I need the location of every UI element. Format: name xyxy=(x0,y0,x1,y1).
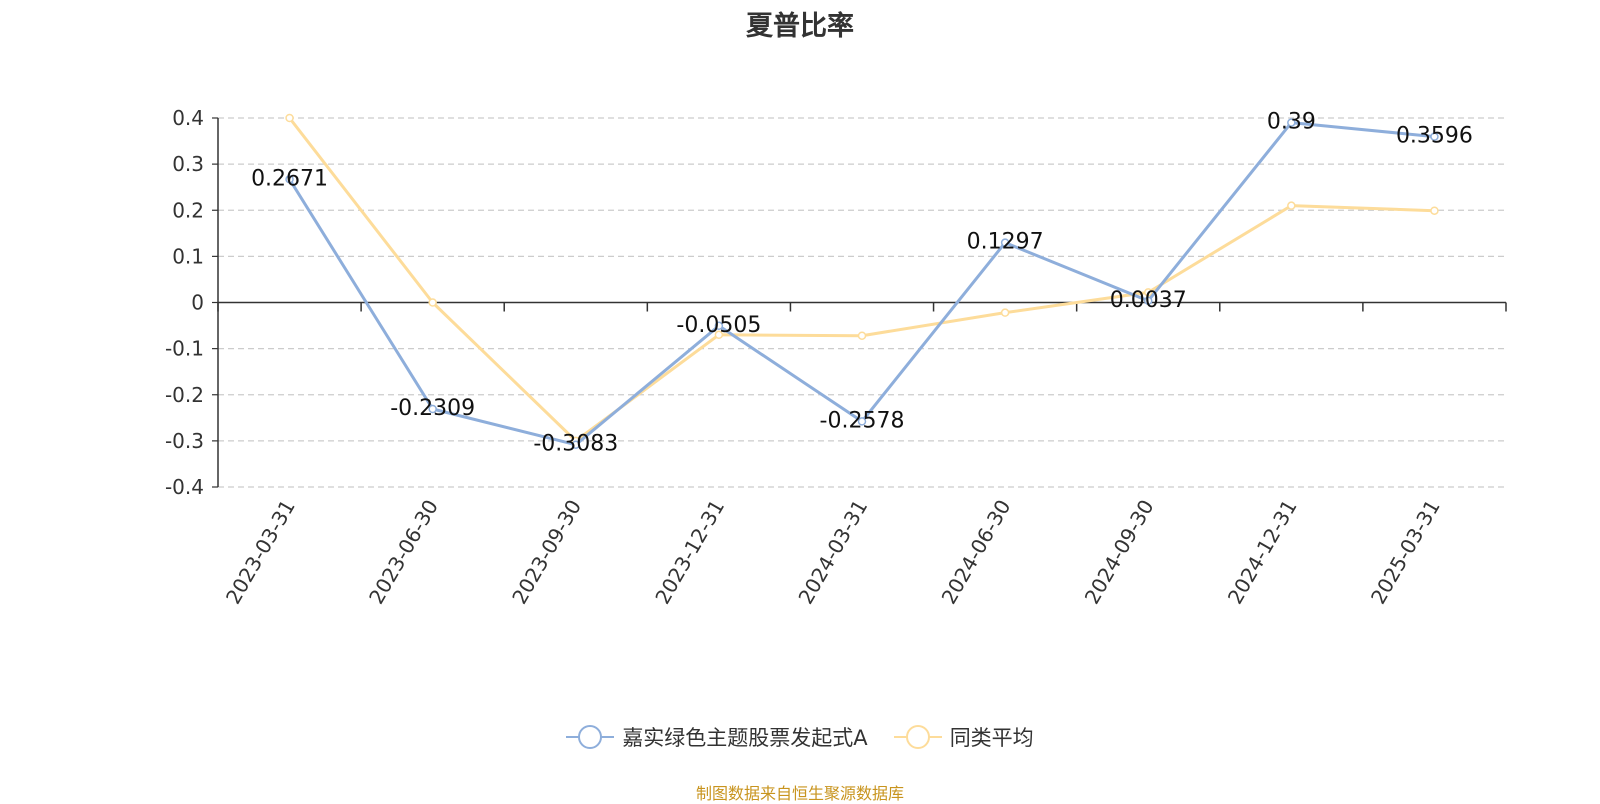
y-tick-label: 0.3 xyxy=(172,152,204,176)
data-point-fund xyxy=(1143,296,1153,306)
data-point-peer-average xyxy=(1430,206,1439,215)
data-point-fund xyxy=(857,417,867,426)
data-point-peer-average xyxy=(1287,201,1296,210)
x-tick-label: 2025-03-31 xyxy=(1366,496,1445,609)
data-label: 0.1297 xyxy=(967,230,1044,255)
legend-label-fund: 嘉实绿色主题股票发起式A xyxy=(622,726,868,750)
legend: 嘉实绿色主题股票发起式A 同类平均 xyxy=(0,722,1600,752)
y-tick-label: -0.1 xyxy=(165,337,204,361)
data-point-fund xyxy=(285,175,294,184)
axes: 0.4 0.3 0.2 0.1 0 -0.1 -0.2 -0.3 -0.4 2023-03-31 2… xyxy=(165,106,1507,609)
x-tick-label: 2024-03-31 xyxy=(793,496,872,609)
y-tick-label: -0.4 xyxy=(165,475,204,499)
data-point-peer-average xyxy=(428,298,437,307)
data-point-fund xyxy=(714,321,724,331)
data-label: 0.2671 xyxy=(251,166,328,191)
x-tick-label: 2023-03-31 xyxy=(221,496,300,609)
data-point-peer-average xyxy=(857,331,867,340)
grid-lines xyxy=(218,117,1506,488)
data-point-peer-average xyxy=(1000,308,1010,317)
series-lines xyxy=(285,113,1439,449)
data-point-peer-average xyxy=(1143,288,1153,297)
legend-label-peer-average: 同类平均 xyxy=(949,726,1034,750)
x-tick-label: 2024-09-30 xyxy=(1080,496,1159,609)
legend-item-fund[interactable]: 嘉实绿色主题股票发起式A xyxy=(566,722,868,752)
legend-swatch-fund xyxy=(566,725,615,749)
data-point-peer-average xyxy=(285,113,294,123)
data-point-fund xyxy=(1287,118,1296,127)
data-point-fund xyxy=(1000,238,1010,247)
y-tick-label: -0.2 xyxy=(165,383,204,407)
data-point-fund xyxy=(1430,132,1439,141)
y-tick-label: 0.1 xyxy=(172,244,204,268)
x-tick-label: 2024-06-30 xyxy=(937,496,1016,609)
data-label: 0.0037 xyxy=(1110,288,1187,313)
data-label: -0.3083 xyxy=(533,432,618,457)
data-point-fund xyxy=(571,440,581,449)
legend-swatch-peer-average xyxy=(893,725,942,749)
source-note: 制图数据来自恒生聚源数据库 xyxy=(695,784,904,803)
y-tick-label: 0.2 xyxy=(172,198,204,222)
series-line-peer-average xyxy=(288,117,1435,443)
chart-title: 夏普比率 xyxy=(746,11,854,42)
data-label: 0.3596 xyxy=(1396,124,1473,149)
legend-item-peer-average[interactable]: 同类平均 xyxy=(893,722,1034,752)
y-tick-label: 0.4 xyxy=(172,106,204,130)
x-tick-label: 2023-06-30 xyxy=(364,495,443,608)
data-label: -0.0505 xyxy=(676,313,761,338)
y-tick-label: 0 xyxy=(191,291,204,315)
data-label: -0.2578 xyxy=(820,408,905,433)
data-point-fund xyxy=(428,404,437,414)
x-tick-label: 2023-12-31 xyxy=(650,496,729,609)
x-tick-label: 2024-12-31 xyxy=(1223,496,1302,609)
data-label: 0.39 xyxy=(1267,110,1316,135)
data-label: -0.2309 xyxy=(390,396,475,421)
y-tick-label: -0.3 xyxy=(165,429,204,453)
data-labels: 0.2671 -0.2309 -0.3083 -0.0505 -0.2578 0.1297… xyxy=(251,110,1473,457)
x-tick-label: 2023-09-30 xyxy=(507,496,586,609)
data-point-peer-average xyxy=(714,330,724,340)
